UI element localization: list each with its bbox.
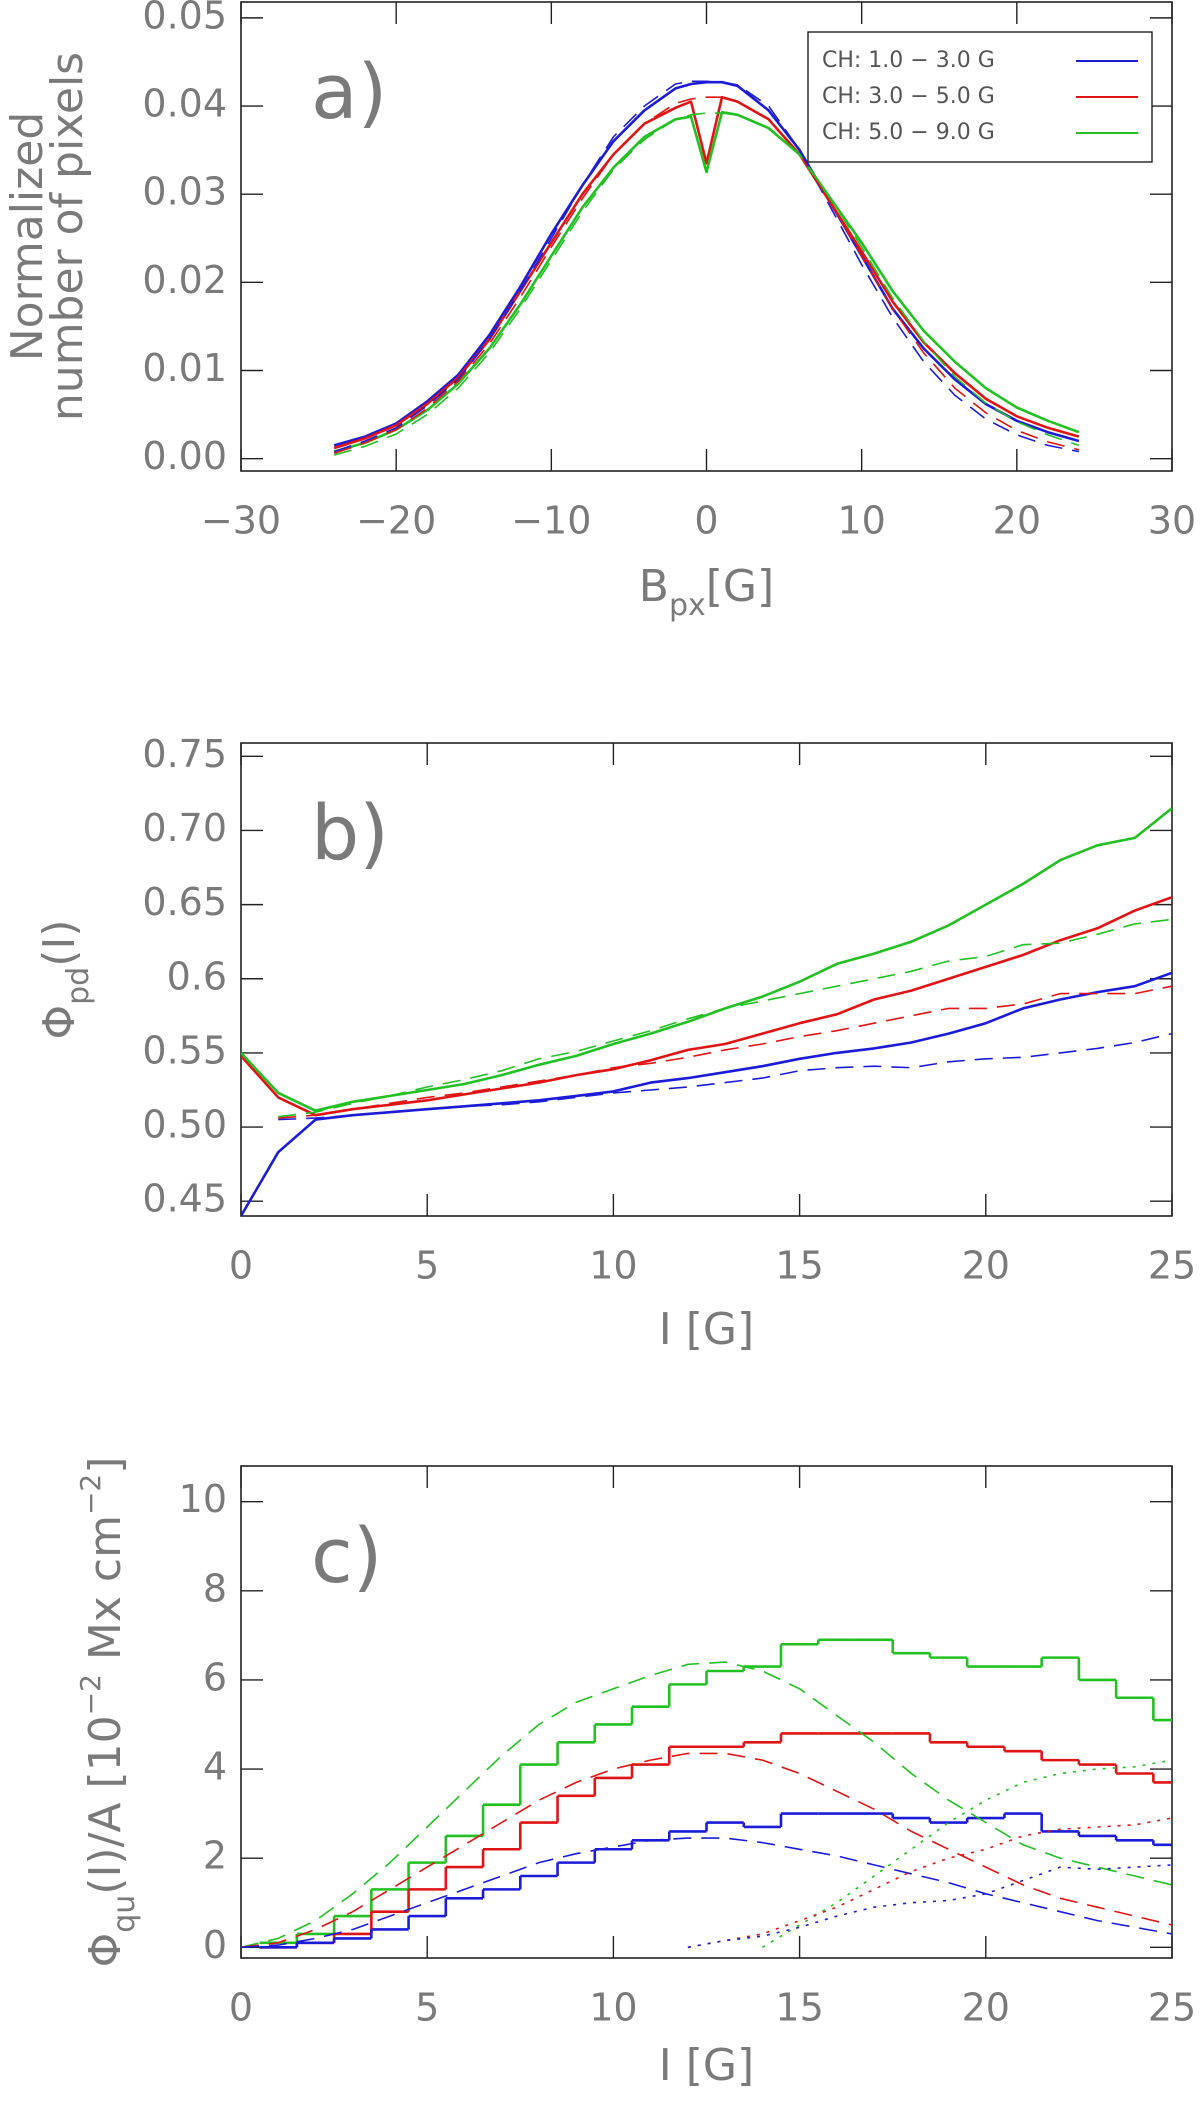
series-line: [333, 110, 1080, 453]
x-tick-label: 10: [589, 1244, 637, 1288]
series-line: [278, 985, 1172, 1119]
panel: 0.45 0.50 0.55 0.6 0.65 0.70 0.75 0 5 10 15 20 25 I […: [34, 732, 1196, 1355]
series-line: [241, 971, 1172, 1216]
series-line: [333, 96, 1080, 455]
series-line: [333, 112, 1080, 456]
x-axis-label: Bpx[G]: [639, 561, 774, 623]
legend-label: CH: 3.0 − 5.0 G: [822, 84, 995, 109]
x-tick-label: 10: [837, 499, 885, 543]
series-line: [761, 1759, 1172, 1948]
y-tick-label: 0.00: [142, 434, 227, 478]
series-line: [241, 1752, 1172, 1949]
series-line: [333, 95, 1080, 450]
x-tick-label: 15: [775, 1986, 823, 2030]
series-line: [278, 918, 1172, 1118]
plot-frame: [240, 1465, 1173, 1959]
y-tick-label: 0.05: [142, 0, 227, 37]
label-part: I [G]: [659, 2040, 754, 2091]
label-part: (I)/A [10: [80, 1715, 131, 1894]
y-tick-label: 8: [203, 1566, 227, 1610]
x-tick-label: 25: [1148, 1986, 1196, 2030]
x-tick-label: 20: [993, 499, 1041, 543]
y-tick-label: 0.04: [142, 82, 227, 126]
x-tick-label: −20: [356, 499, 436, 543]
y-tick-label: 0.01: [142, 346, 227, 390]
series-line: [333, 80, 1080, 453]
x-tick-label: 25: [1148, 1244, 1196, 1288]
label-part: Φ: [34, 1005, 85, 1040]
label-part: I [G]: [659, 1304, 754, 1355]
x-tick-label: −30: [201, 499, 281, 543]
x-tick-label: 5: [415, 1986, 439, 2030]
series-line: [241, 895, 1172, 1117]
label-part: Normalized: [2, 112, 53, 362]
x-tick-label: 30: [1148, 499, 1196, 543]
y-tick-label: 0.65: [142, 880, 227, 924]
panel-annotation: b): [311, 788, 389, 877]
panel-annotation: a): [311, 47, 387, 136]
label-part: pd: [61, 967, 96, 1005]
y-axis-label: Φpd(I): [34, 919, 96, 1039]
label-part: −2: [74, 1474, 107, 1515]
label-part: Φ: [80, 1933, 131, 1968]
label-part: B: [639, 561, 669, 612]
label-part: −2: [74, 1674, 107, 1715]
series-line: [687, 1864, 1172, 1949]
series-line: [687, 1817, 1172, 1949]
x-tick-label: −10: [511, 499, 591, 543]
label-part: [G]: [706, 561, 774, 612]
y-tick-label: 0.75: [142, 732, 227, 776]
y-tick-label: 6: [203, 1655, 227, 1699]
label-part: Mx cm: [80, 1515, 131, 1674]
series-line: [278, 1032, 1172, 1121]
y-tick-label: 4: [203, 1745, 227, 1789]
label-part: qu: [107, 1895, 142, 1933]
plot-frame: [240, 742, 1173, 1217]
x-tick-label: 0: [694, 499, 718, 543]
y-axis-label: Normalized: [2, 112, 53, 362]
plot-area: [241, 1638, 1172, 1949]
label-part: ]: [80, 1457, 131, 1474]
y-tick-label: 0.6: [167, 954, 227, 998]
y-tick-label: 0.45: [142, 1177, 227, 1221]
x-tick-label: 0: [229, 1244, 253, 1288]
y-tick-label: 0.70: [142, 806, 227, 850]
panel-annotation: c): [311, 1511, 382, 1600]
y-axis-label: number of pixels: [42, 52, 93, 421]
legend-label: CH: 1.0 − 3.0 G: [822, 48, 995, 73]
y-tick-label: 0.03: [142, 170, 227, 214]
plot-area: [241, 807, 1172, 1216]
y-tick-label: 0.55: [142, 1028, 227, 1072]
label-part: (I): [34, 919, 85, 966]
series-line: [241, 1661, 1172, 1949]
x-tick-label: 20: [962, 1244, 1010, 1288]
x-tick-label: 5: [415, 1244, 439, 1288]
y-tick-label: 0.50: [142, 1103, 227, 1147]
plot-area: [333, 80, 1080, 456]
y-tick-label: 2: [203, 1834, 227, 1878]
x-tick-label: 0: [229, 1986, 253, 2030]
x-tick-label: 15: [775, 1244, 823, 1288]
x-axis-label: I [G]: [659, 2040, 754, 2091]
label-part: number of pixels: [42, 52, 93, 421]
x-axis-label: I [G]: [659, 1304, 754, 1355]
panel: 0.00 0.01 0.02 0.03 0.04 0.05 −30 −20 −10 0 10 20 30…: [2, 0, 1196, 623]
y-tick-label: 0.02: [142, 258, 227, 302]
series-line: [333, 80, 1080, 447]
y-axis-label: Φqu(I)/A [10−2 Mx cm−2]: [74, 1457, 143, 1968]
y-tick-label: 0: [203, 1923, 227, 1967]
x-tick-label: 10: [589, 1986, 637, 2030]
series-line: [241, 1837, 1172, 1949]
y-tick-label: 10: [179, 1477, 227, 1521]
x-tick-label: 20: [962, 1986, 1010, 2030]
label-part: px: [669, 588, 706, 623]
legend-label: CH: 5.0 − 9.0 G: [822, 120, 995, 145]
